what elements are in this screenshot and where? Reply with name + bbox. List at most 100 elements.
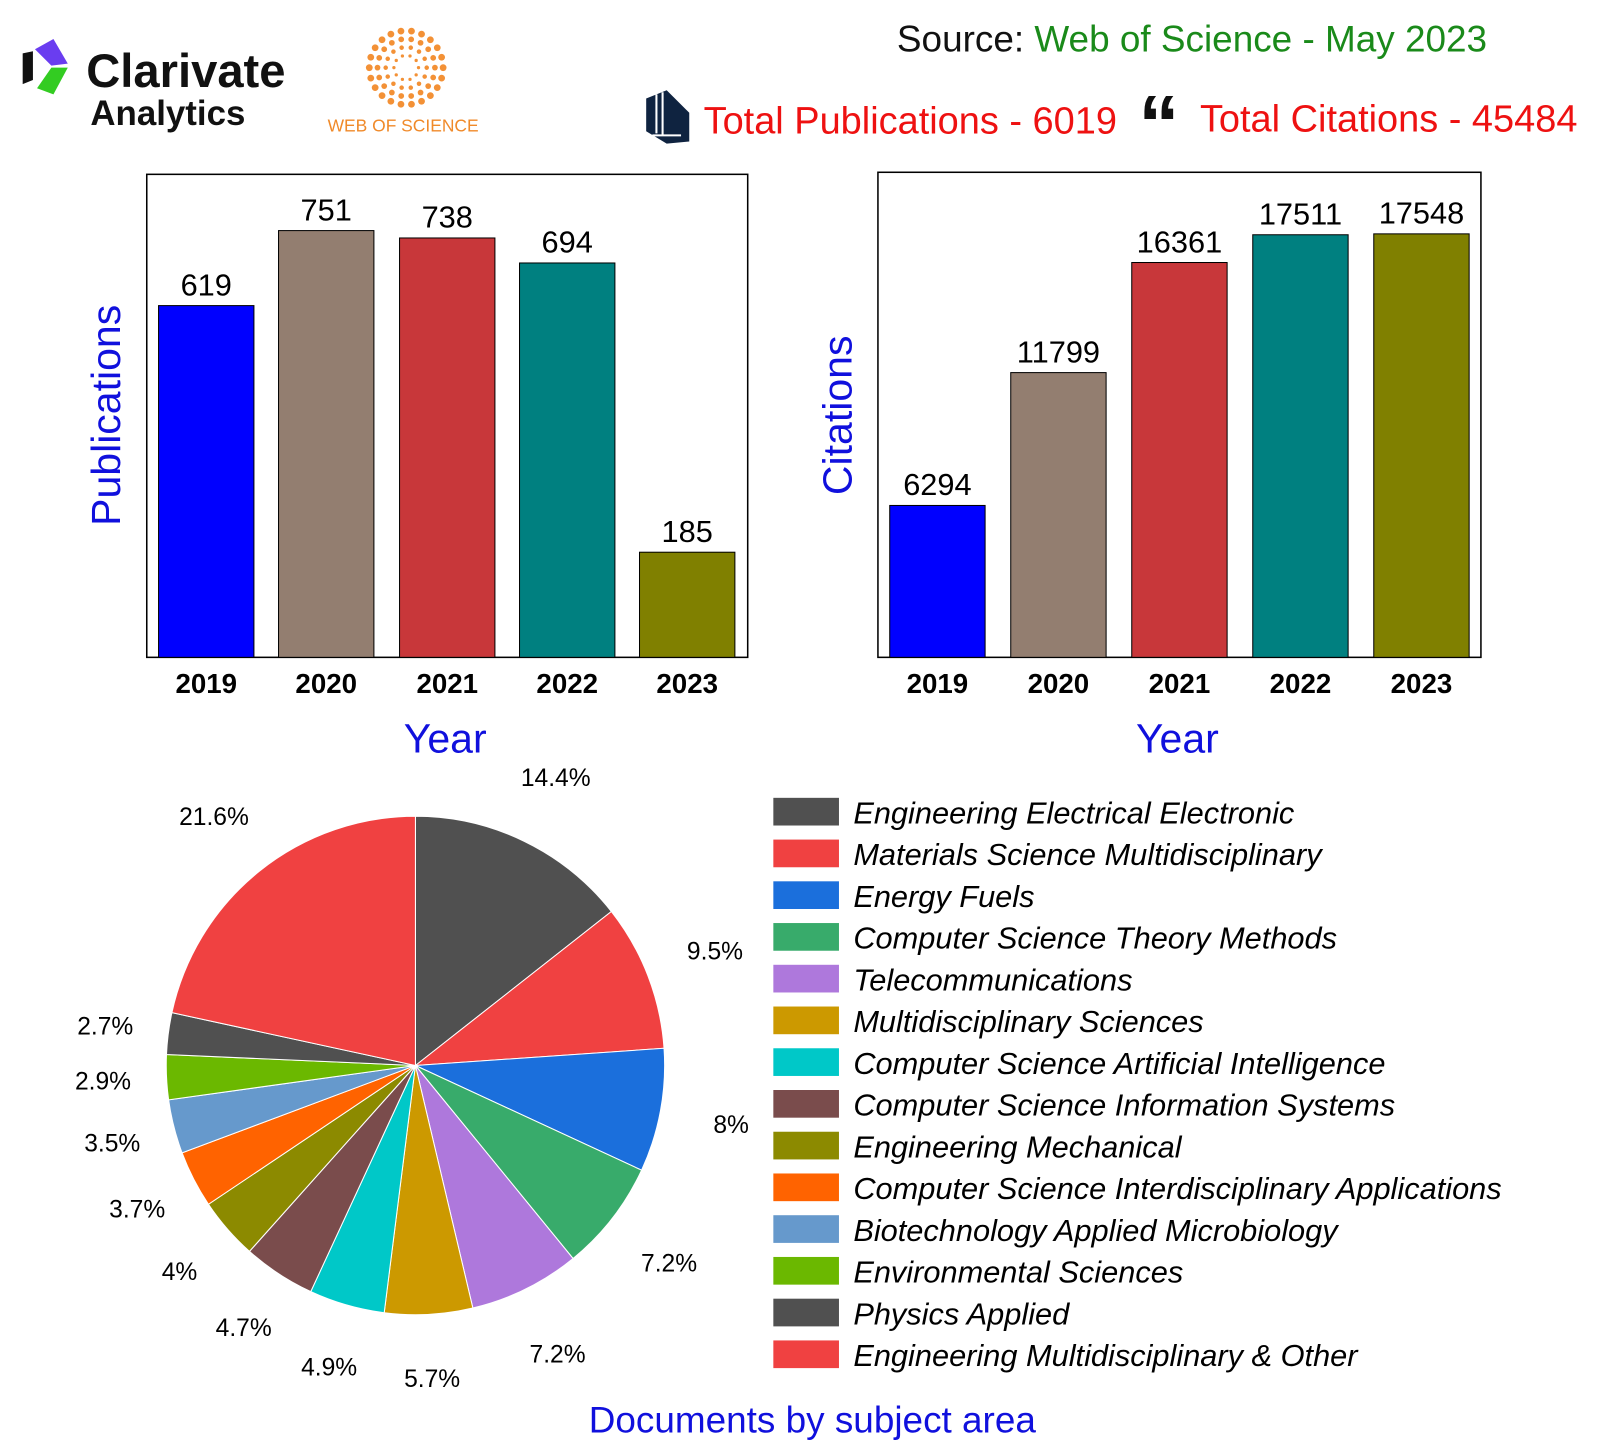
- y-axis-title: Publications: [83, 305, 129, 526]
- bar-2022: [1252, 234, 1349, 658]
- bar-2019: [889, 504, 986, 658]
- x-tick-label: 2019: [175, 668, 237, 699]
- pie-slice: [413, 910, 665, 1067]
- x-tick-label: 2020: [295, 668, 357, 699]
- legend-label: Engineering Multidisciplinary & Other: [853, 1338, 1359, 1373]
- legend-swatch: [773, 839, 839, 868]
- source-line: Source: Web of Science - May 2023: [897, 18, 1487, 59]
- data-label: 17548: [1379, 196, 1465, 231]
- pie-slice-label: 7.2%: [530, 1342, 586, 1369]
- legend-swatch: [773, 1215, 839, 1243]
- legend-label: Multidisciplinary Sciences: [853, 1004, 1203, 1039]
- publications-bar-chart: Publications Year 619 2019 751 2020 738 2021 6…: [83, 173, 749, 762]
- pie-slice-label: 9.5%: [687, 938, 743, 965]
- legend-swatch: [773, 797, 839, 826]
- x-tick-label: 2022: [536, 668, 598, 699]
- clarivate-wordmark: Clarivate: [86, 44, 285, 97]
- x-tick-label: 2019: [907, 668, 969, 699]
- x-tick-label: 2021: [1149, 668, 1211, 699]
- x-tick-label: 2020: [1028, 668, 1090, 699]
- pie-slice-label: 2.7%: [77, 1014, 133, 1041]
- pie-slice: [171, 815, 416, 1067]
- book-icon: [646, 90, 690, 144]
- bar-2021: [1131, 262, 1228, 658]
- legend-label: Biotechnology Applied Microbiology: [853, 1213, 1339, 1248]
- pie-slice-label: 7.2%: [641, 1250, 697, 1277]
- data-label: 185: [662, 514, 713, 549]
- legend-swatch: [773, 1340, 839, 1369]
- source-value: Web of Science - May 2023: [1034, 18, 1487, 59]
- pie-slice-label: 4.7%: [216, 1315, 272, 1342]
- legend-swatch: [773, 1048, 839, 1076]
- pie-slice: [414, 815, 613, 1067]
- pie-slice-label: 3.7%: [109, 1197, 165, 1224]
- x-axis-title: Year: [1136, 716, 1219, 762]
- data-label: 751: [301, 192, 352, 227]
- pie-slice-label: 8%: [713, 1112, 749, 1139]
- y-axis-title: Citations: [814, 336, 860, 496]
- legend-swatch: [773, 964, 839, 993]
- bar-2021: [399, 237, 496, 658]
- pie-slice-label: 3.5%: [84, 1131, 140, 1158]
- data-label: 11799: [1017, 334, 1100, 369]
- pie-slice: [415, 1065, 643, 1260]
- pie-legend: Engineering Electrical Electronic Materia…: [773, 795, 1502, 1373]
- legend-swatch: [773, 1089, 839, 1118]
- wos-wordmark: WEB OF SCIENCE: [328, 115, 479, 135]
- legend-swatch: [773, 881, 839, 909]
- data-label: 17511: [1259, 197, 1342, 232]
- legend-swatch: [773, 923, 839, 951]
- legend-label: Computer Science Theory Methods: [853, 921, 1337, 956]
- pie-slice-label: 21.6%: [179, 804, 249, 831]
- pie-slice-label: 4.9%: [301, 1354, 357, 1381]
- legend-swatch: [773, 1298, 839, 1327]
- bar-2023: [1373, 233, 1470, 658]
- total-publications: Total Publications - 6019: [704, 100, 1117, 142]
- legend-label: Computer Science Information Systems: [853, 1088, 1395, 1123]
- citations-bar-chart: Citations Year 6294 2019 11799 2020 16361 202…: [814, 171, 1482, 762]
- data-label: 738: [422, 200, 473, 235]
- legend-label: Telecommunications: [853, 962, 1132, 997]
- web-of-science-dots-icon: [365, 27, 447, 108]
- pie-slice: [415, 1047, 666, 1171]
- pie-slice-label: 14.4%: [521, 765, 591, 792]
- x-tick-label: 2023: [1391, 668, 1453, 699]
- legend-label: Engineering Mechanical: [853, 1129, 1182, 1164]
- legend-label: Engineering Electrical Electronic: [853, 795, 1295, 830]
- legend-swatch: [773, 1131, 839, 1160]
- analytics-wordmark: Analytics: [90, 94, 245, 133]
- subject-area-pie-chart: 14.4% 9.5% 8% 7.2% 7.2% 5.7% 4.9% 4.7% 4% 3.7% 3.5…: [75, 765, 749, 1393]
- pie-slice-label: 4%: [162, 1259, 198, 1286]
- pie-slice-label: 5.7%: [404, 1366, 460, 1393]
- legend-label: Environmental Sciences: [853, 1255, 1183, 1290]
- legend-swatch: [773, 1173, 839, 1202]
- source-label: Source:: [897, 18, 1024, 59]
- bar-2023: [638, 551, 736, 658]
- clarivate-logo-icon: [22, 51, 33, 85]
- legend-label: Computer Science Artificial Intelligence: [853, 1046, 1385, 1081]
- legend-label: Physics Applied: [853, 1296, 1070, 1331]
- bar-2022: [519, 262, 616, 658]
- x-tick-label: 2021: [416, 668, 478, 699]
- legend-label: Materials Science Multidisciplinary: [853, 837, 1323, 872]
- legend-swatch: [773, 1006, 839, 1035]
- data-label: 694: [542, 225, 593, 260]
- legend-label: Computer Science Interdisciplinary Appli…: [853, 1171, 1501, 1206]
- bar-2020: [278, 230, 375, 658]
- legend-swatch: [773, 1256, 839, 1285]
- legend-label: Energy Fuels: [853, 879, 1034, 914]
- x-tick-label: 2023: [656, 668, 718, 699]
- bar-2020: [1010, 372, 1107, 658]
- bar-2019: [158, 305, 255, 658]
- data-label: 16361: [1137, 224, 1223, 259]
- x-axis-title: Year: [404, 716, 487, 762]
- clarivate-logo: Clarivate Analytics: [22, 38, 285, 133]
- web-of-science-logo: WEB OF SCIENCE: [328, 27, 479, 135]
- x-tick-label: 2022: [1270, 668, 1332, 699]
- quote-icon: “: [1138, 79, 1179, 170]
- pie-slice-label: 2.9%: [75, 1068, 131, 1095]
- data-label: 6294: [903, 467, 971, 502]
- total-citations: Total Citations - 45484: [1200, 98, 1578, 140]
- pie-title: Documents by subject area: [589, 1400, 1037, 1441]
